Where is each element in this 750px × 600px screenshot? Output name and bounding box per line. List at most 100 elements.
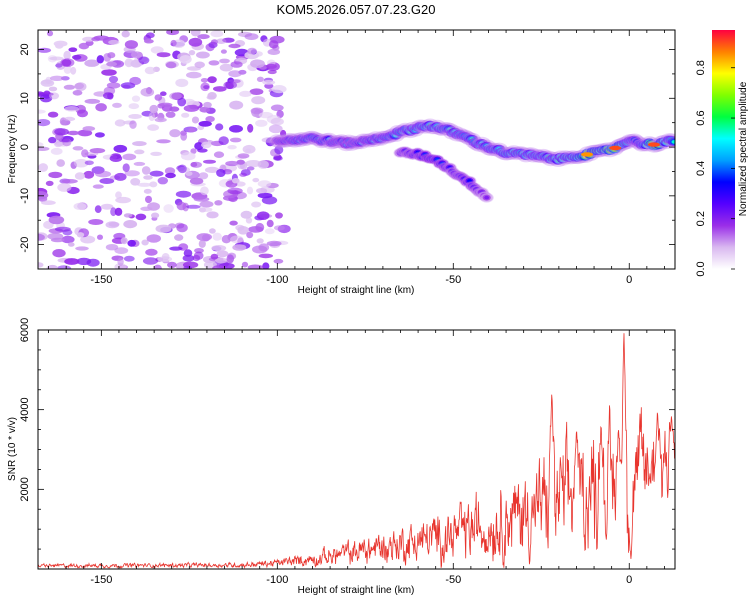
noise-blob xyxy=(95,103,107,112)
noise-blob xyxy=(133,161,146,166)
noise-blob xyxy=(199,200,214,208)
noise-blob xyxy=(186,71,202,79)
noise-blob xyxy=(241,261,249,268)
noise-blob xyxy=(64,258,80,265)
signal-track-peak xyxy=(609,145,622,151)
noise-blob xyxy=(103,53,112,62)
noise-blob xyxy=(110,207,117,217)
noise-blob xyxy=(247,47,257,55)
noise-blob xyxy=(84,59,100,67)
noise-blob xyxy=(188,127,196,133)
noise-blob xyxy=(148,112,156,121)
noise-blob xyxy=(60,58,75,67)
noise-blob xyxy=(255,222,265,232)
colorbar-label: Normalized spectral amplitude xyxy=(738,81,749,216)
noise-blob xyxy=(76,257,92,266)
noise-blob xyxy=(165,172,176,179)
noise-blob xyxy=(169,92,182,100)
noise-blob xyxy=(219,58,230,64)
snr-y-ticks: 2000 4000 6000 xyxy=(19,318,675,550)
noise-blob xyxy=(200,78,209,83)
noise-blob xyxy=(200,82,210,92)
noise-blob xyxy=(221,235,232,244)
noise-blob xyxy=(255,119,268,127)
signal-track-peak xyxy=(647,142,660,147)
noise-blob xyxy=(176,223,188,233)
noise-blob xyxy=(174,234,184,241)
spectrogram-y-ticks: -20 -10 0 10 20 xyxy=(19,43,675,270)
noise-blob xyxy=(188,50,196,56)
noise-blob xyxy=(177,164,187,174)
noise-blob xyxy=(132,141,147,147)
noise-blob xyxy=(67,130,80,136)
noise-blob xyxy=(264,228,275,235)
colorbar: 0.0 0.2 0.4 0.6 0.8 Normalized spectral ampl… xyxy=(695,30,749,277)
chart-title: KOM5.2026.057.07.23.G20 xyxy=(276,2,435,17)
noise-blob xyxy=(192,254,201,262)
noise-blob xyxy=(131,95,141,102)
noise-blob xyxy=(48,86,58,92)
signal-track-blob xyxy=(671,140,675,144)
noise-blob xyxy=(48,92,60,100)
colorbar-tick-label: 0.4 xyxy=(695,161,707,176)
noise-blob xyxy=(258,111,273,119)
noise-blob xyxy=(114,263,127,269)
noise-blob xyxy=(266,219,274,228)
noise-blob xyxy=(208,60,220,66)
noise-blob xyxy=(210,30,224,38)
noise-blob xyxy=(165,111,176,118)
noise-blob xyxy=(48,215,65,225)
noise-blob xyxy=(212,265,226,269)
noise-blob xyxy=(161,253,170,261)
noise-blob xyxy=(92,184,104,189)
noise-blob xyxy=(185,171,193,177)
noise-blob xyxy=(268,124,283,134)
noise-blob xyxy=(151,212,160,219)
noise-blob xyxy=(216,169,226,177)
noise-blob xyxy=(73,158,89,168)
noise-blob xyxy=(198,172,209,180)
noise-blob xyxy=(82,126,96,132)
snr-y-tick-label: 2000 xyxy=(19,477,31,501)
noise-blob xyxy=(177,97,187,107)
side-branch-blob xyxy=(467,179,472,183)
noise-blob xyxy=(237,153,250,159)
noise-blob xyxy=(240,210,253,219)
noise-blob xyxy=(242,144,256,154)
noise-blob xyxy=(95,170,112,178)
noise-blob xyxy=(123,220,138,229)
noise-blob xyxy=(50,237,65,243)
snr-x-label: Height of straight line (km) xyxy=(298,585,415,596)
noise-blob xyxy=(77,109,88,118)
noise-blob xyxy=(64,106,80,112)
noise-blob xyxy=(211,245,227,252)
snr-x-tick-label: 0 xyxy=(626,574,632,586)
noise-blob xyxy=(169,246,183,251)
noise-blob xyxy=(81,149,89,158)
noise-blob xyxy=(175,190,192,198)
noise-blob xyxy=(246,166,255,171)
noise-blob xyxy=(53,40,68,47)
noise-blob xyxy=(193,196,210,202)
noise-blob xyxy=(226,254,235,264)
noise-blob xyxy=(182,254,195,262)
noise-blob xyxy=(72,90,83,96)
snr-y-tick-label: 4000 xyxy=(19,397,31,421)
noise-blob xyxy=(194,248,204,254)
noise-blob xyxy=(105,244,119,251)
noise-blob xyxy=(128,114,142,119)
noise-blob xyxy=(219,63,233,72)
noise-blob xyxy=(189,177,204,185)
noise-blob xyxy=(129,76,142,86)
noise-blob xyxy=(144,66,156,75)
noise-blob xyxy=(271,85,287,94)
spectrogram-x-tick-label: -150 xyxy=(90,274,112,286)
noise-blob xyxy=(82,36,95,42)
noise-blob xyxy=(228,79,241,84)
noise-blob xyxy=(163,204,174,213)
noise-blob xyxy=(122,153,137,161)
noise-blob xyxy=(72,146,84,151)
noise-blob xyxy=(84,160,94,166)
noise-blob xyxy=(80,235,96,244)
